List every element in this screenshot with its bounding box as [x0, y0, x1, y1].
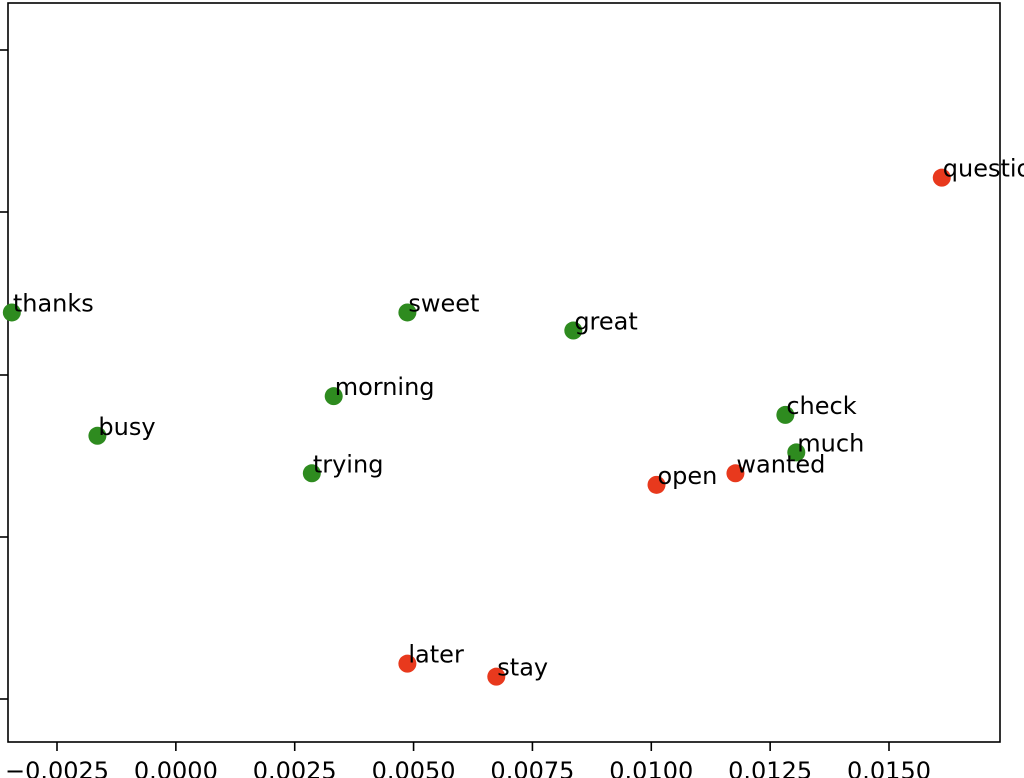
point-label-later: later	[408, 641, 464, 669]
x-tick-label: 0.0025	[253, 757, 337, 778]
x-tick-label: 0.0125	[728, 757, 812, 778]
x-tick-label: 0.0150	[847, 757, 931, 778]
point-label-open: open	[658, 462, 718, 490]
point-label-busy: busy	[98, 413, 155, 441]
x-tick-label: 0.0000	[134, 757, 218, 778]
point-label-sweet: sweet	[408, 289, 479, 317]
point-label-thanks: thanks	[13, 289, 94, 317]
point-label-great: great	[574, 308, 637, 336]
x-axis: −0.0025 0.0000 0.0025 0.0050 0.0075 0.0100 0.0…	[5, 742, 931, 778]
point-label-stay: stay	[497, 654, 548, 682]
x-tick-label: 0.0075	[490, 757, 574, 778]
point-label-wanted: wanted	[736, 450, 825, 478]
point-label-check: check	[786, 392, 856, 420]
point-label-morning: morning	[335, 373, 435, 401]
point-label-question: question	[943, 155, 1024, 183]
x-tick-label: 0.0050	[372, 757, 456, 778]
plot-area	[8, 3, 1000, 742]
point-label-trying: trying	[313, 450, 384, 478]
x-tick-label: −0.0025	[5, 757, 109, 778]
x-tick-label: 0.0100	[609, 757, 693, 778]
plot-frame	[8, 3, 1000, 742]
y-axis	[0, 50, 8, 699]
